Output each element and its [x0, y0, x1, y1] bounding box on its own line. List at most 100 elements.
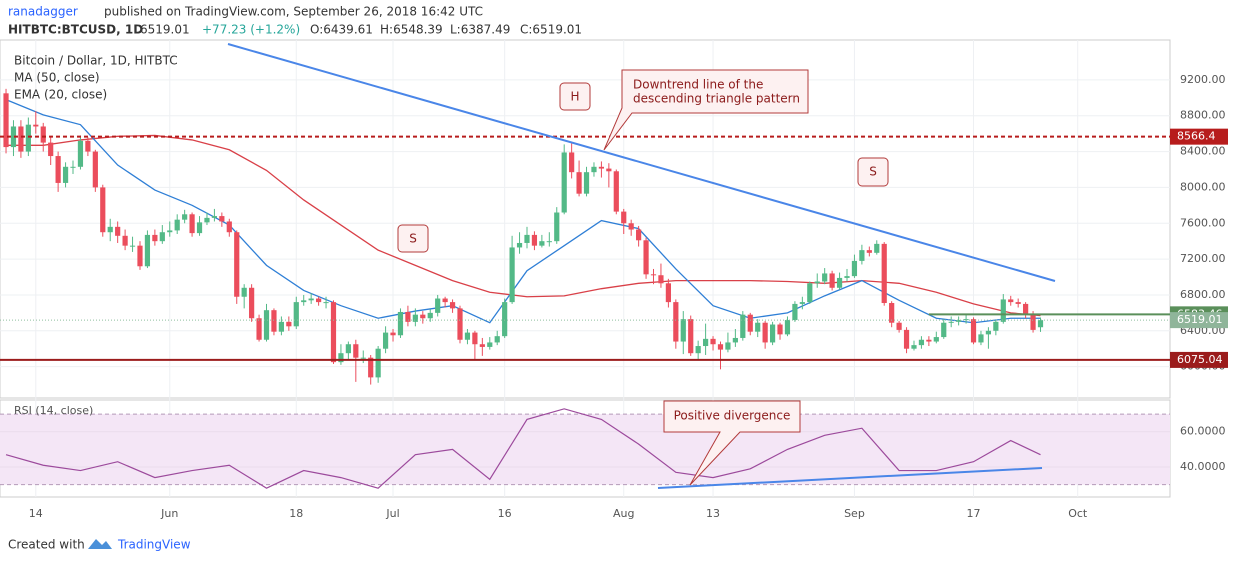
candle-body	[993, 321, 999, 331]
x-tick-label: 16	[498, 507, 512, 520]
candle-body	[256, 318, 262, 340]
candle-body	[978, 334, 984, 343]
callout-box	[603, 69, 809, 151]
candle-body	[323, 302, 329, 304]
candle-body	[77, 140, 84, 167]
candle-body	[606, 168, 612, 172]
candle-body	[457, 308, 463, 340]
candle-body	[889, 303, 895, 323]
y-tick-label: 40.0000	[1180, 460, 1226, 473]
candle-body	[479, 344, 485, 347]
candle-body	[762, 322, 768, 343]
candle-body	[472, 332, 478, 345]
candle-body	[658, 275, 664, 284]
candle-body	[896, 322, 902, 330]
candle-body	[92, 151, 98, 188]
candle-body	[129, 245, 136, 247]
candle-body	[621, 211, 627, 224]
candle-body	[881, 243, 887, 304]
candle-body	[182, 214, 188, 220]
candle-body	[375, 348, 381, 378]
author[interactable]: ranadagger	[8, 5, 78, 19]
price-label: 8566.4	[1177, 130, 1216, 143]
callout-box	[397, 224, 429, 253]
candle-body	[807, 283, 813, 303]
rsi-band	[0, 414, 1170, 485]
price: 6519.01	[140, 23, 190, 37]
x-tick-label: Jul	[385, 507, 399, 520]
candle-body	[777, 324, 783, 335]
candle-body	[152, 234, 158, 242]
y-tick-label: 7600.00	[1180, 216, 1226, 229]
candle-body	[598, 166, 605, 169]
high: H:6548.39	[380, 23, 443, 37]
candle-body	[368, 357, 374, 378]
candle-body	[122, 235, 128, 246]
candle-body	[85, 140, 91, 152]
price-label: 6075.04	[1177, 353, 1223, 366]
candle-body	[911, 345, 917, 349]
candle-body	[941, 322, 947, 338]
price-label-box	[1170, 351, 1228, 368]
candle-body	[427, 312, 433, 319]
candle-body	[263, 310, 270, 340]
x-tick-label: Aug	[613, 507, 634, 520]
y-tick-label: 8800.00	[1180, 109, 1226, 122]
published: published on TradingView.com, September …	[104, 5, 483, 19]
candle-body	[554, 212, 560, 242]
indicator-line	[5, 98, 1041, 324]
candle-body	[100, 187, 106, 233]
candle-body	[48, 142, 54, 157]
candle-body	[822, 273, 828, 282]
candle-body	[516, 242, 523, 248]
candle-body	[189, 214, 195, 234]
y-tick-label: 8400.00	[1180, 145, 1226, 158]
candle-body	[583, 172, 590, 194]
candle-body	[918, 339, 925, 346]
candle-body	[226, 221, 232, 233]
candle-body	[665, 283, 671, 303]
candle-body	[650, 274, 657, 276]
candle-body	[308, 298, 314, 301]
y-tick-label: 9200.00	[1180, 73, 1226, 86]
candle-body	[70, 166, 76, 168]
candle-body	[1030, 313, 1036, 330]
candle-body	[643, 240, 649, 275]
candle-body	[435, 298, 441, 313]
callout-box	[663, 400, 801, 486]
x-tick-label: 14	[29, 507, 43, 520]
candle-body	[464, 332, 471, 340]
candle-body	[546, 241, 552, 243]
candle-body	[345, 344, 351, 354]
candle-body	[933, 337, 939, 342]
candle-body	[710, 338, 716, 345]
annotation: S	[869, 165, 877, 179]
candle-body	[814, 281, 820, 284]
logo	[88, 539, 112, 549]
candle-body	[784, 320, 791, 335]
candle-body	[278, 321, 284, 332]
x-tick-label: 18	[289, 507, 303, 520]
price-label-box	[1170, 128, 1228, 145]
candle-body	[293, 302, 299, 327]
x-tick-label: Oct	[1068, 507, 1088, 520]
rsi-line	[5, 408, 1041, 489]
candle-body	[985, 330, 992, 335]
candle-body	[55, 156, 61, 183]
candle-body	[836, 277, 843, 288]
candle-body	[747, 314, 753, 332]
candle-body	[569, 152, 575, 173]
candle-body	[948, 321, 954, 323]
candle-body	[769, 324, 776, 343]
candle-body	[442, 298, 448, 303]
candle-body	[1000, 299, 1006, 322]
footer-brand[interactable]: TradingView	[117, 538, 191, 552]
candle-body	[234, 232, 240, 297]
candle-body	[382, 332, 389, 349]
downtrend-line	[227, 43, 1056, 282]
candle-body	[539, 241, 545, 246]
change: +77.23 (+1.2%)	[202, 23, 300, 37]
close: C:6519.01	[520, 23, 582, 37]
candle-body	[859, 250, 865, 261]
x-tick-label: Jun	[160, 507, 178, 520]
